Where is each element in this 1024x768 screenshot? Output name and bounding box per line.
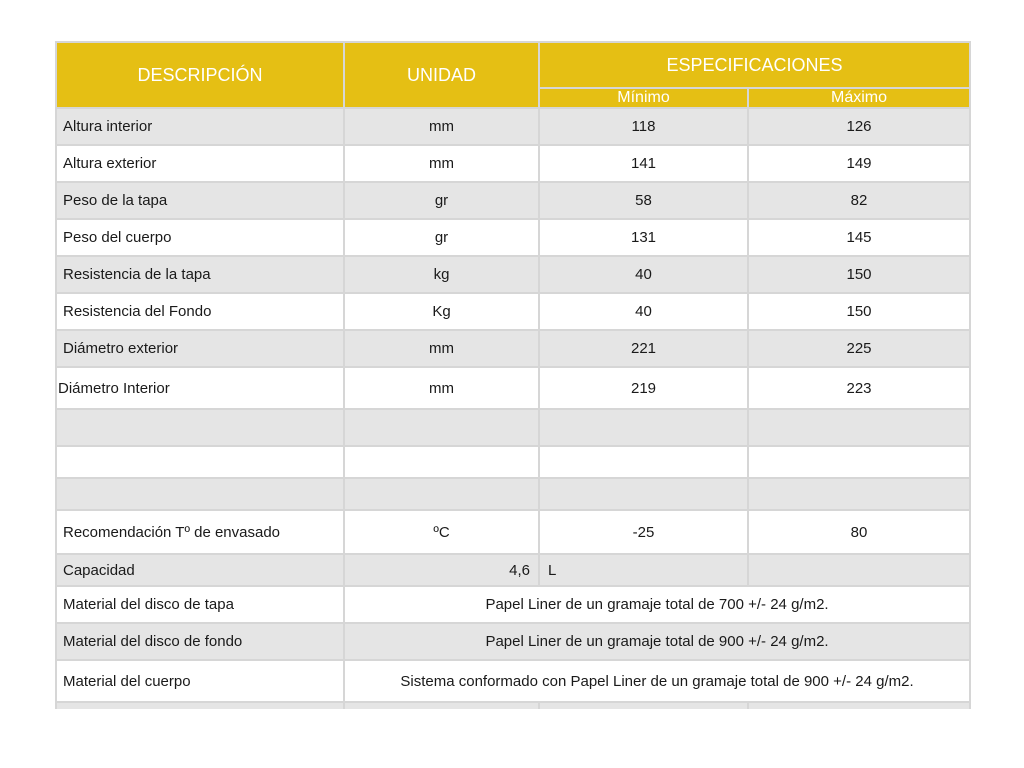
material-value: Sistema conformado con Papel Liner de un… — [342, 659, 972, 703]
row-min: 131 — [538, 218, 749, 257]
row-description: Peso de la tapa — [55, 181, 345, 220]
row-unit: gr — [343, 181, 540, 220]
empty-cell — [538, 445, 749, 479]
table-row: Resistencia de la tapa kg 40 150 — [55, 255, 972, 294]
row-description: Resistencia de la tapa — [55, 255, 345, 294]
row-max: 82 — [746, 181, 972, 220]
empty-cell — [538, 408, 749, 447]
table-row: Diámetro exterior mm 221 225 — [55, 329, 972, 368]
table-row: Altura interior mm 118 126 — [55, 107, 972, 146]
row-min: -25 — [538, 509, 749, 555]
table-row-material: Material del disco de tapa Papel Liner d… — [55, 585, 972, 624]
header-minimo: Mínimo — [538, 87, 749, 109]
row-unit: gr — [343, 218, 540, 257]
empty-row — [55, 445, 972, 479]
header-descripcion: DESCRIPCIÓN — [55, 41, 345, 109]
table-row: Diámetro Interior mm 219 223 — [55, 366, 972, 410]
table-row-capacidad: Capacidad 4,6 L — [55, 553, 972, 587]
row-max: 150 — [746, 255, 972, 294]
empty-cell — [343, 477, 540, 511]
row-description: Diámetro Interior — [55, 366, 345, 410]
row-description: Diámetro exterior — [55, 329, 345, 368]
row-max: 150 — [746, 292, 972, 331]
table-row-material: Material del disco de fondo Papel Liner … — [55, 622, 972, 661]
header-maximo: Máximo — [746, 87, 972, 109]
row-max: 223 — [746, 366, 972, 410]
table-row: Peso de la tapa gr 58 82 — [55, 181, 972, 220]
empty-cell — [746, 477, 972, 511]
empty-cell — [55, 408, 345, 447]
row-min: 219 — [538, 366, 749, 410]
table-row: Resistencia del Fondo Kg 40 150 — [55, 292, 972, 331]
row-description: Material del cuerpo — [55, 659, 345, 703]
row-unit: mm — [343, 107, 540, 146]
header-unidad: UNIDAD — [343, 41, 540, 109]
row-max: 225 — [746, 329, 972, 368]
table-row-material: Material del cuerpo Sistema conformado c… — [55, 659, 972, 703]
specifications-table-container: DESCRIPCIÓN UNIDAD ESPECIFICACIONES Míni… — [55, 41, 972, 709]
row-unit: mm — [343, 144, 540, 183]
empty-row — [55, 408, 972, 447]
capacidad-unit: L — [538, 553, 749, 587]
row-min: 141 — [538, 144, 749, 183]
table-row: Altura exterior mm 141 149 — [55, 144, 972, 183]
row-description: Material del disco de fondo — [55, 622, 345, 661]
empty-cell — [55, 477, 345, 511]
empty-cell — [55, 445, 345, 479]
empty-cell — [343, 408, 540, 447]
row-description: Capacidad — [55, 553, 345, 587]
empty-cell — [538, 701, 749, 709]
capacidad-value: 4,6 — [343, 553, 540, 587]
material-value: Papel Liner de un gramaje total de 900 +… — [342, 622, 972, 661]
row-min: 221 — [538, 329, 749, 368]
empty-cell — [746, 408, 972, 447]
empty-cell — [746, 701, 972, 709]
row-description: Peso del cuerpo — [55, 218, 345, 257]
table-row: Peso del cuerpo gr 131 145 — [55, 218, 972, 257]
empty-cell — [55, 701, 345, 709]
specifications-table: DESCRIPCIÓN UNIDAD ESPECIFICACIONES Míni… — [55, 41, 972, 709]
material-value: Papel Liner de un gramaje total de 700 +… — [342, 585, 972, 624]
row-min: 40 — [538, 292, 749, 331]
empty-cell — [746, 553, 972, 587]
row-description: Altura interior — [55, 107, 345, 146]
row-max: 126 — [746, 107, 972, 146]
row-unit: mm — [343, 366, 540, 410]
empty-cell — [343, 445, 540, 479]
table-row-temperatura: Recomendación Tº de envasado ºC -25 80 — [55, 509, 972, 555]
row-min: 40 — [538, 255, 749, 294]
row-description: Altura exterior — [55, 144, 345, 183]
row-max: 145 — [746, 218, 972, 257]
empty-cell — [343, 701, 540, 709]
cutoff-row — [55, 701, 972, 709]
empty-cell — [538, 477, 749, 511]
row-max: 80 — [746, 509, 972, 555]
row-min: 58 — [538, 181, 749, 220]
row-description: Resistencia del Fondo — [55, 292, 345, 331]
row-min: 118 — [538, 107, 749, 146]
row-description: Recomendación Tº de envasado — [55, 509, 345, 555]
row-unit: kg — [343, 255, 540, 294]
empty-row — [55, 477, 972, 511]
row-description: Material del disco de tapa — [55, 585, 345, 624]
empty-cell — [746, 445, 972, 479]
row-unit: ºC — [343, 509, 540, 555]
row-unit: mm — [343, 329, 540, 368]
header-especificaciones: ESPECIFICACIONES — [537, 41, 972, 89]
row-max: 149 — [746, 144, 972, 183]
row-unit: Kg — [343, 292, 540, 331]
